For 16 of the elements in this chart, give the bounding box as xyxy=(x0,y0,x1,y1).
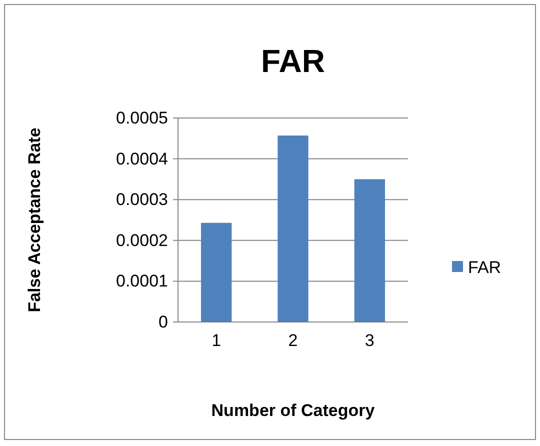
x-tick-label: 2 xyxy=(288,331,298,350)
chart-title: FAR xyxy=(261,43,325,79)
y-axis-title: False Acceptance Rate xyxy=(25,128,44,312)
bar xyxy=(278,136,308,322)
y-tick-label: 0.0003 xyxy=(116,190,168,210)
y-tick-label: 0.0002 xyxy=(116,230,168,250)
y-tick-label: 0.0004 xyxy=(116,149,168,168)
legend-label: FAR xyxy=(468,258,502,277)
y-tick-label: 0.0005 xyxy=(116,108,168,128)
x-axis-title: Number of Category xyxy=(211,401,376,420)
y-tick-label: 0.0001 xyxy=(116,272,168,291)
x-tick-label: 1 xyxy=(212,331,222,350)
bar xyxy=(201,222,232,322)
bar xyxy=(354,179,385,322)
y-tick-label: 0 xyxy=(158,312,168,332)
x-tick-label: 3 xyxy=(364,331,374,350)
